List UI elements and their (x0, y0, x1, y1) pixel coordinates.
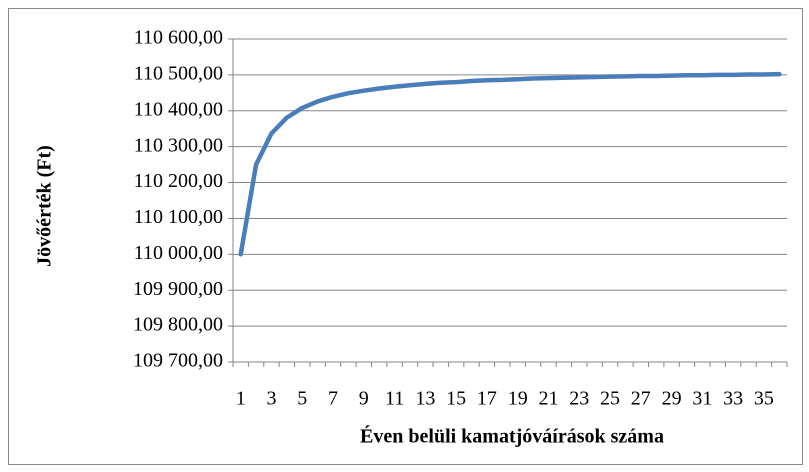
x-axis-title: Éven belüli kamatjóváírások száma (360, 425, 664, 448)
y-tick-label: 110 100,00 (134, 206, 223, 228)
data-line (238, 71, 782, 257)
x-tick-label: 13 (415, 388, 435, 410)
y-tick-label: 110 300,00 (134, 134, 223, 156)
y-tick-label: 109 800,00 (133, 314, 223, 336)
y-tick-label: 109 900,00 (133, 278, 223, 300)
x-tick-label: 15 (446, 388, 466, 410)
x-tick-label: 11 (385, 388, 404, 410)
x-tick-label: 7 (328, 388, 338, 410)
x-tick-label: 27 (631, 388, 651, 410)
x-tick-label: 3 (266, 388, 276, 410)
x-tick-label: 25 (600, 388, 620, 410)
y-tick-label: 110 000,00 (134, 242, 223, 264)
x-tick-label: 35 (754, 388, 774, 410)
x-tick-label: 29 (662, 388, 682, 410)
x-tick-label: 33 (723, 388, 743, 410)
x-tick-label: 1 (236, 388, 246, 410)
y-tick-label: 110 400,00 (134, 98, 223, 120)
x-tick-label: 19 (508, 388, 528, 410)
y-axis-title: Jövőérték (Ft) (34, 145, 56, 267)
y-tick-label: 110 600,00 (134, 27, 223, 49)
y-tick-label: 110 500,00 (134, 62, 223, 84)
x-tick-label: 17 (477, 388, 497, 410)
x-tick-label: 9 (359, 388, 369, 410)
y-tick-label: 110 200,00 (134, 170, 223, 192)
y-tick-label: 109 700,00 (133, 350, 223, 372)
x-tick-label: 31 (692, 388, 712, 410)
x-tick-label: 21 (538, 388, 558, 410)
x-tick-label: 5 (297, 388, 307, 410)
x-tick-label: 23 (569, 388, 589, 410)
